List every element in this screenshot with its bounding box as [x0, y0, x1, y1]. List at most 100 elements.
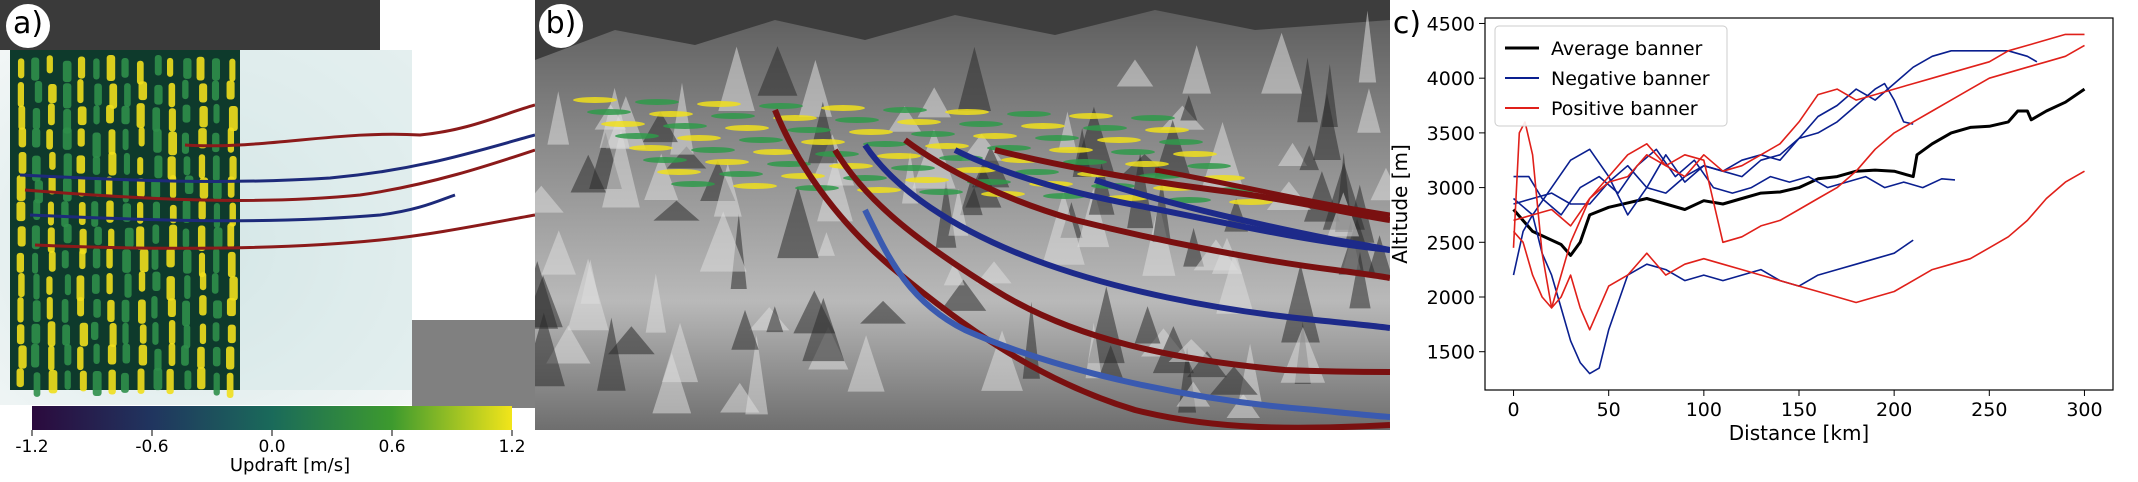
terrain-peak: [645, 273, 667, 333]
updraft-stripe: [167, 156, 176, 180]
updraft-stripe: [48, 83, 57, 104]
terrain-peak: [666, 146, 707, 169]
updraft-stripe: [16, 252, 25, 273]
updraft-stripe: [137, 156, 144, 176]
updraft-band: [573, 97, 617, 103]
updraft-stripe: [31, 323, 41, 344]
series-line-average: [1512, 87, 2086, 257]
updraft-band: [1173, 151, 1217, 157]
terrain-peak: [888, 106, 922, 132]
y-tick-label: 3000: [1427, 178, 1475, 200]
updraft-stripe: [184, 175, 194, 195]
updraft-band: [905, 177, 949, 183]
updraft-band: [649, 111, 693, 117]
series-line-negative: [1512, 214, 1914, 375]
updraft-stripe: [227, 223, 235, 249]
updraft-stripe: [109, 323, 117, 347]
legend: Average banner Negative banner Positive ba…: [1494, 25, 1728, 127]
updraft-stripe: [121, 299, 130, 323]
updraft-stripe: [138, 271, 146, 292]
updraft-stripe: [122, 128, 129, 151]
updraft-band: [891, 165, 935, 171]
terrain-peak: [731, 309, 759, 350]
updraft-stripe: [181, 132, 189, 154]
terrain-peak: [644, 153, 679, 200]
terrain-peak: [943, 262, 965, 286]
terrain-peak: [1074, 106, 1114, 172]
updraft-stripe: [31, 225, 40, 250]
updraft-stripe: [227, 127, 235, 153]
updraft-stripe: [107, 299, 115, 323]
updraft-band: [1125, 161, 1169, 167]
updraft-band: [953, 167, 997, 173]
panel-c: 0 50 100 150 200 250 300 1500 2000 2500 3000 3500 40…: [1385, 0, 2138, 478]
x-tick-label: 100: [1686, 399, 1722, 421]
terrain-peak: [981, 330, 1023, 391]
updraft-stripe: [211, 273, 219, 294]
updraft-stripe: [212, 132, 220, 153]
updraft-stripe: [16, 324, 25, 345]
terrain-peak: [1134, 306, 1161, 344]
updraft-stripe: [166, 276, 175, 301]
updraft-band: [1131, 115, 1175, 121]
updraft-stripe: [136, 178, 145, 198]
updraft-stripe: [63, 177, 72, 202]
updraft-band: [829, 163, 873, 169]
updraft-band: [911, 131, 955, 137]
updraft-band: [1111, 149, 1155, 155]
updraft-stripe: [196, 56, 205, 81]
updraft-stripe: [182, 228, 190, 249]
updraft-stripe: [136, 226, 145, 250]
updraft-stripe: [152, 107, 161, 132]
updraft-stripe: [31, 343, 40, 368]
terrain-peak: [847, 335, 885, 392]
updraft-stripe: [62, 60, 72, 83]
terrain-peak: [1216, 249, 1254, 314]
updraft-stripe: [229, 155, 237, 181]
updraft-stripe: [199, 272, 207, 291]
updraft-stripe: [17, 297, 24, 323]
updraft-stripe: [106, 104, 114, 124]
updraft-band: [925, 143, 969, 149]
updraft-stripe: [138, 299, 146, 324]
terrain-peak: [699, 211, 747, 272]
updraft-band: [697, 101, 741, 107]
updraft-band: [897, 119, 941, 125]
updraft-stripe: [198, 128, 207, 149]
updraft-stripe: [122, 249, 131, 273]
updraft-stripe: [121, 372, 129, 393]
updraft-band: [629, 145, 673, 151]
terrain-peak: [976, 261, 1012, 284]
terrain-peak: [567, 258, 609, 331]
terrain-peak: [766, 306, 784, 333]
updraft-band: [753, 149, 797, 155]
updraft-stripe: [32, 300, 41, 322]
updraft-stripe: [122, 203, 132, 222]
updraft-stripe: [183, 58, 192, 79]
updraft-stripe: [227, 251, 236, 278]
updraft-stripe: [152, 271, 161, 292]
panel-c-letter: c): [1392, 6, 1422, 41]
y-tick-label: 1500: [1427, 342, 1475, 364]
terrain-peak: [1358, 10, 1377, 83]
updraft-stripe: [16, 368, 24, 388]
updraft-band: [959, 121, 1003, 127]
updraft-stripe: [63, 223, 72, 244]
terrain-peak: [599, 87, 630, 148]
updraft-stripe: [197, 225, 206, 252]
updraft-stripe: [151, 179, 161, 199]
updraft-stripe: [62, 324, 71, 346]
updraft-stripe: [18, 105, 26, 130]
trajectories: [772, 108, 1391, 431]
terrain-peak: [608, 326, 655, 355]
updraft-stripe: [32, 108, 41, 130]
updraft-stripe: [77, 56, 86, 79]
updraft-stripe: [226, 298, 236, 317]
updraft-stripe: [108, 151, 117, 176]
updraft-band: [615, 133, 659, 139]
terrain-peak: [718, 46, 755, 111]
updraft-stripe: [166, 368, 174, 395]
updraft-stripe: [168, 108, 176, 132]
y-axis-label: Altitude [m]: [1388, 144, 1412, 264]
terrain-peak: [1085, 322, 1102, 379]
